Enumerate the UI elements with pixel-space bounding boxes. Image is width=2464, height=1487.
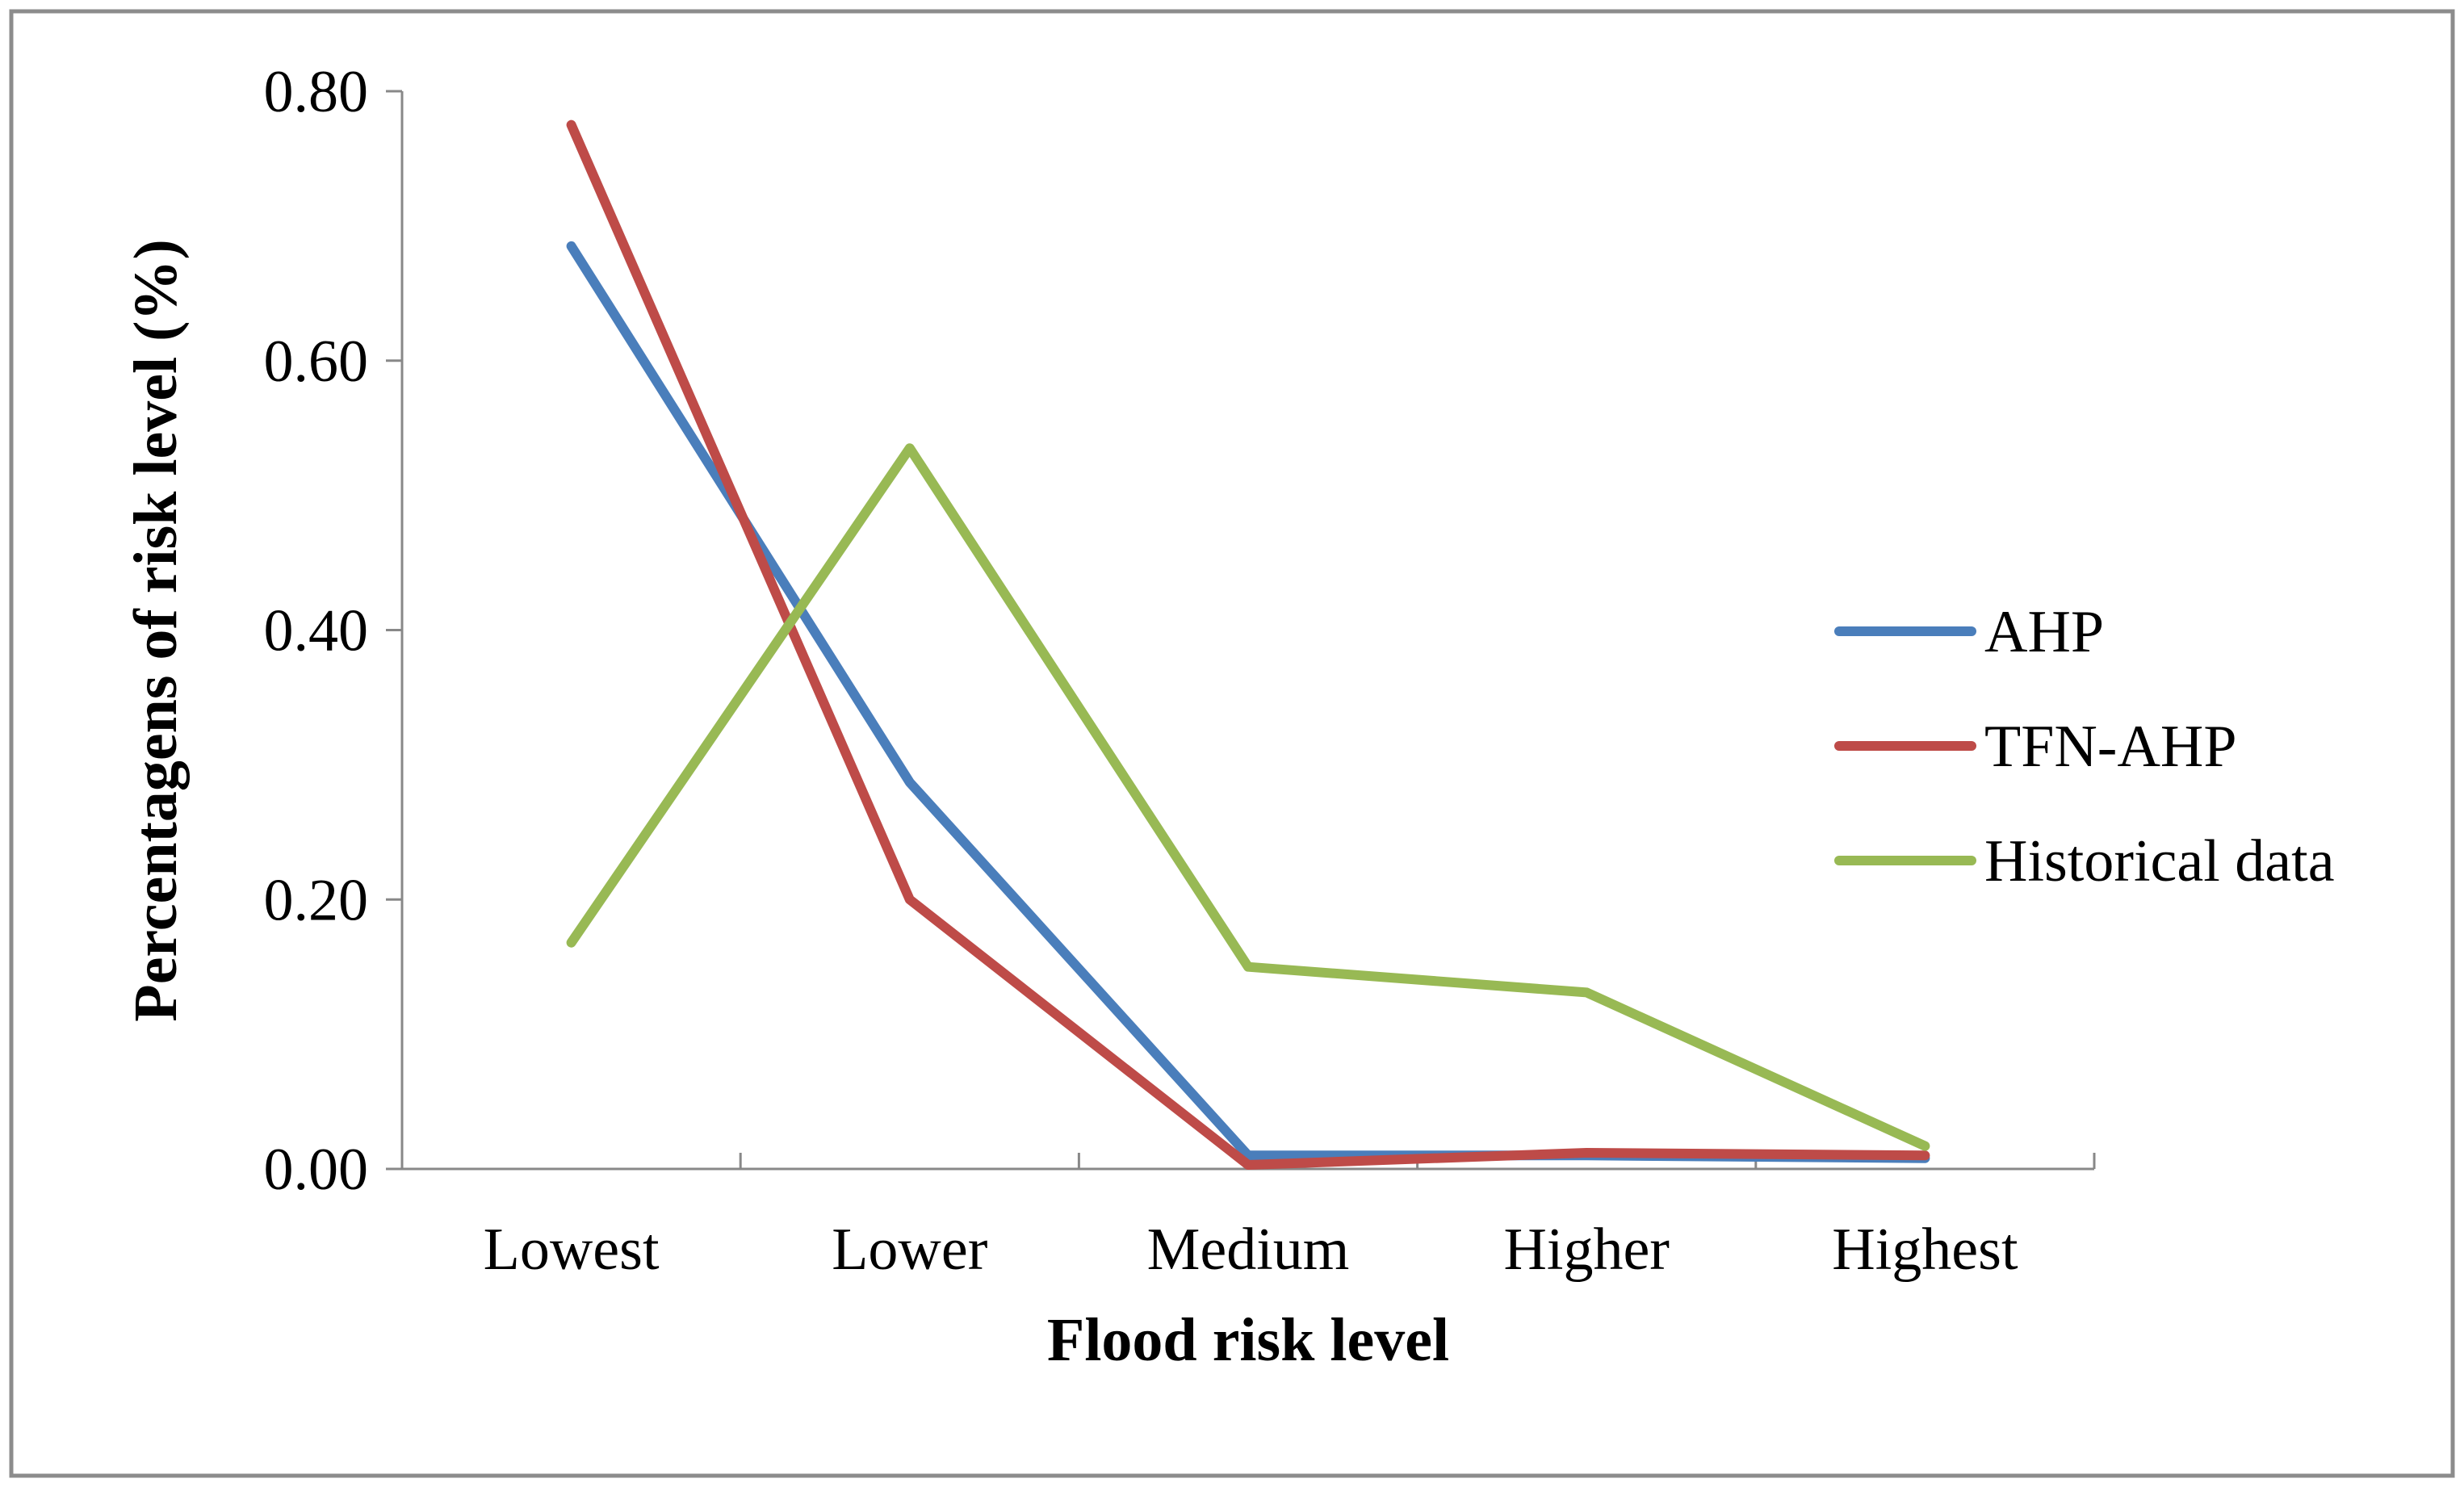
y-tick-label: 0.40 (264, 598, 369, 664)
data-point (1247, 1164, 1249, 1166)
y-tick-label: 0.00 (264, 1137, 369, 1203)
data-point (1586, 1152, 1587, 1154)
plot-area: 0.00 0.20 0.40 0.60 0.80 Lowest Lower Medium Hi… (264, 59, 2096, 1283)
y-tick-label: 0.60 (264, 329, 369, 395)
legend: AHP TFN-AHP Historical data (1834, 599, 2335, 894)
y-axis-title: Percentagens of risk level (%) (122, 239, 190, 1021)
x-tick-label: Medium (1147, 1217, 1350, 1283)
x-tick-label: Lower (832, 1217, 987, 1283)
legend-label: TFN-AHP (1984, 714, 2236, 780)
x-axis-title: Flood risk level (1047, 1306, 1449, 1374)
legend-label: AHP (1984, 599, 2104, 665)
x-axis-ticks: Lowest Lower Medium Higher Highest (400, 1153, 2096, 1283)
legend-label: Historical data (1984, 828, 2335, 894)
data-point (909, 781, 911, 783)
data-point (1247, 966, 1249, 968)
data-point (909, 898, 911, 900)
y-axis-ticks: 0.00 0.20 0.40 0.60 0.80 (264, 59, 402, 1203)
y-tick-label: 0.20 (264, 867, 369, 933)
data-point (1586, 991, 1587, 993)
data-point (571, 245, 572, 247)
x-tick-label: Lowest (484, 1217, 660, 1283)
data-point (571, 942, 572, 944)
data-point (571, 124, 572, 126)
data-point (909, 447, 911, 449)
x-tick-label: Highest (1832, 1217, 2018, 1283)
x-tick-label: Higher (1503, 1217, 1670, 1283)
data-point (1924, 1154, 1926, 1156)
series-layer (566, 119, 1930, 1170)
y-tick-label: 0.80 (264, 59, 369, 125)
chart-frame (9, 9, 2455, 1478)
data-point (1247, 1154, 1249, 1156)
